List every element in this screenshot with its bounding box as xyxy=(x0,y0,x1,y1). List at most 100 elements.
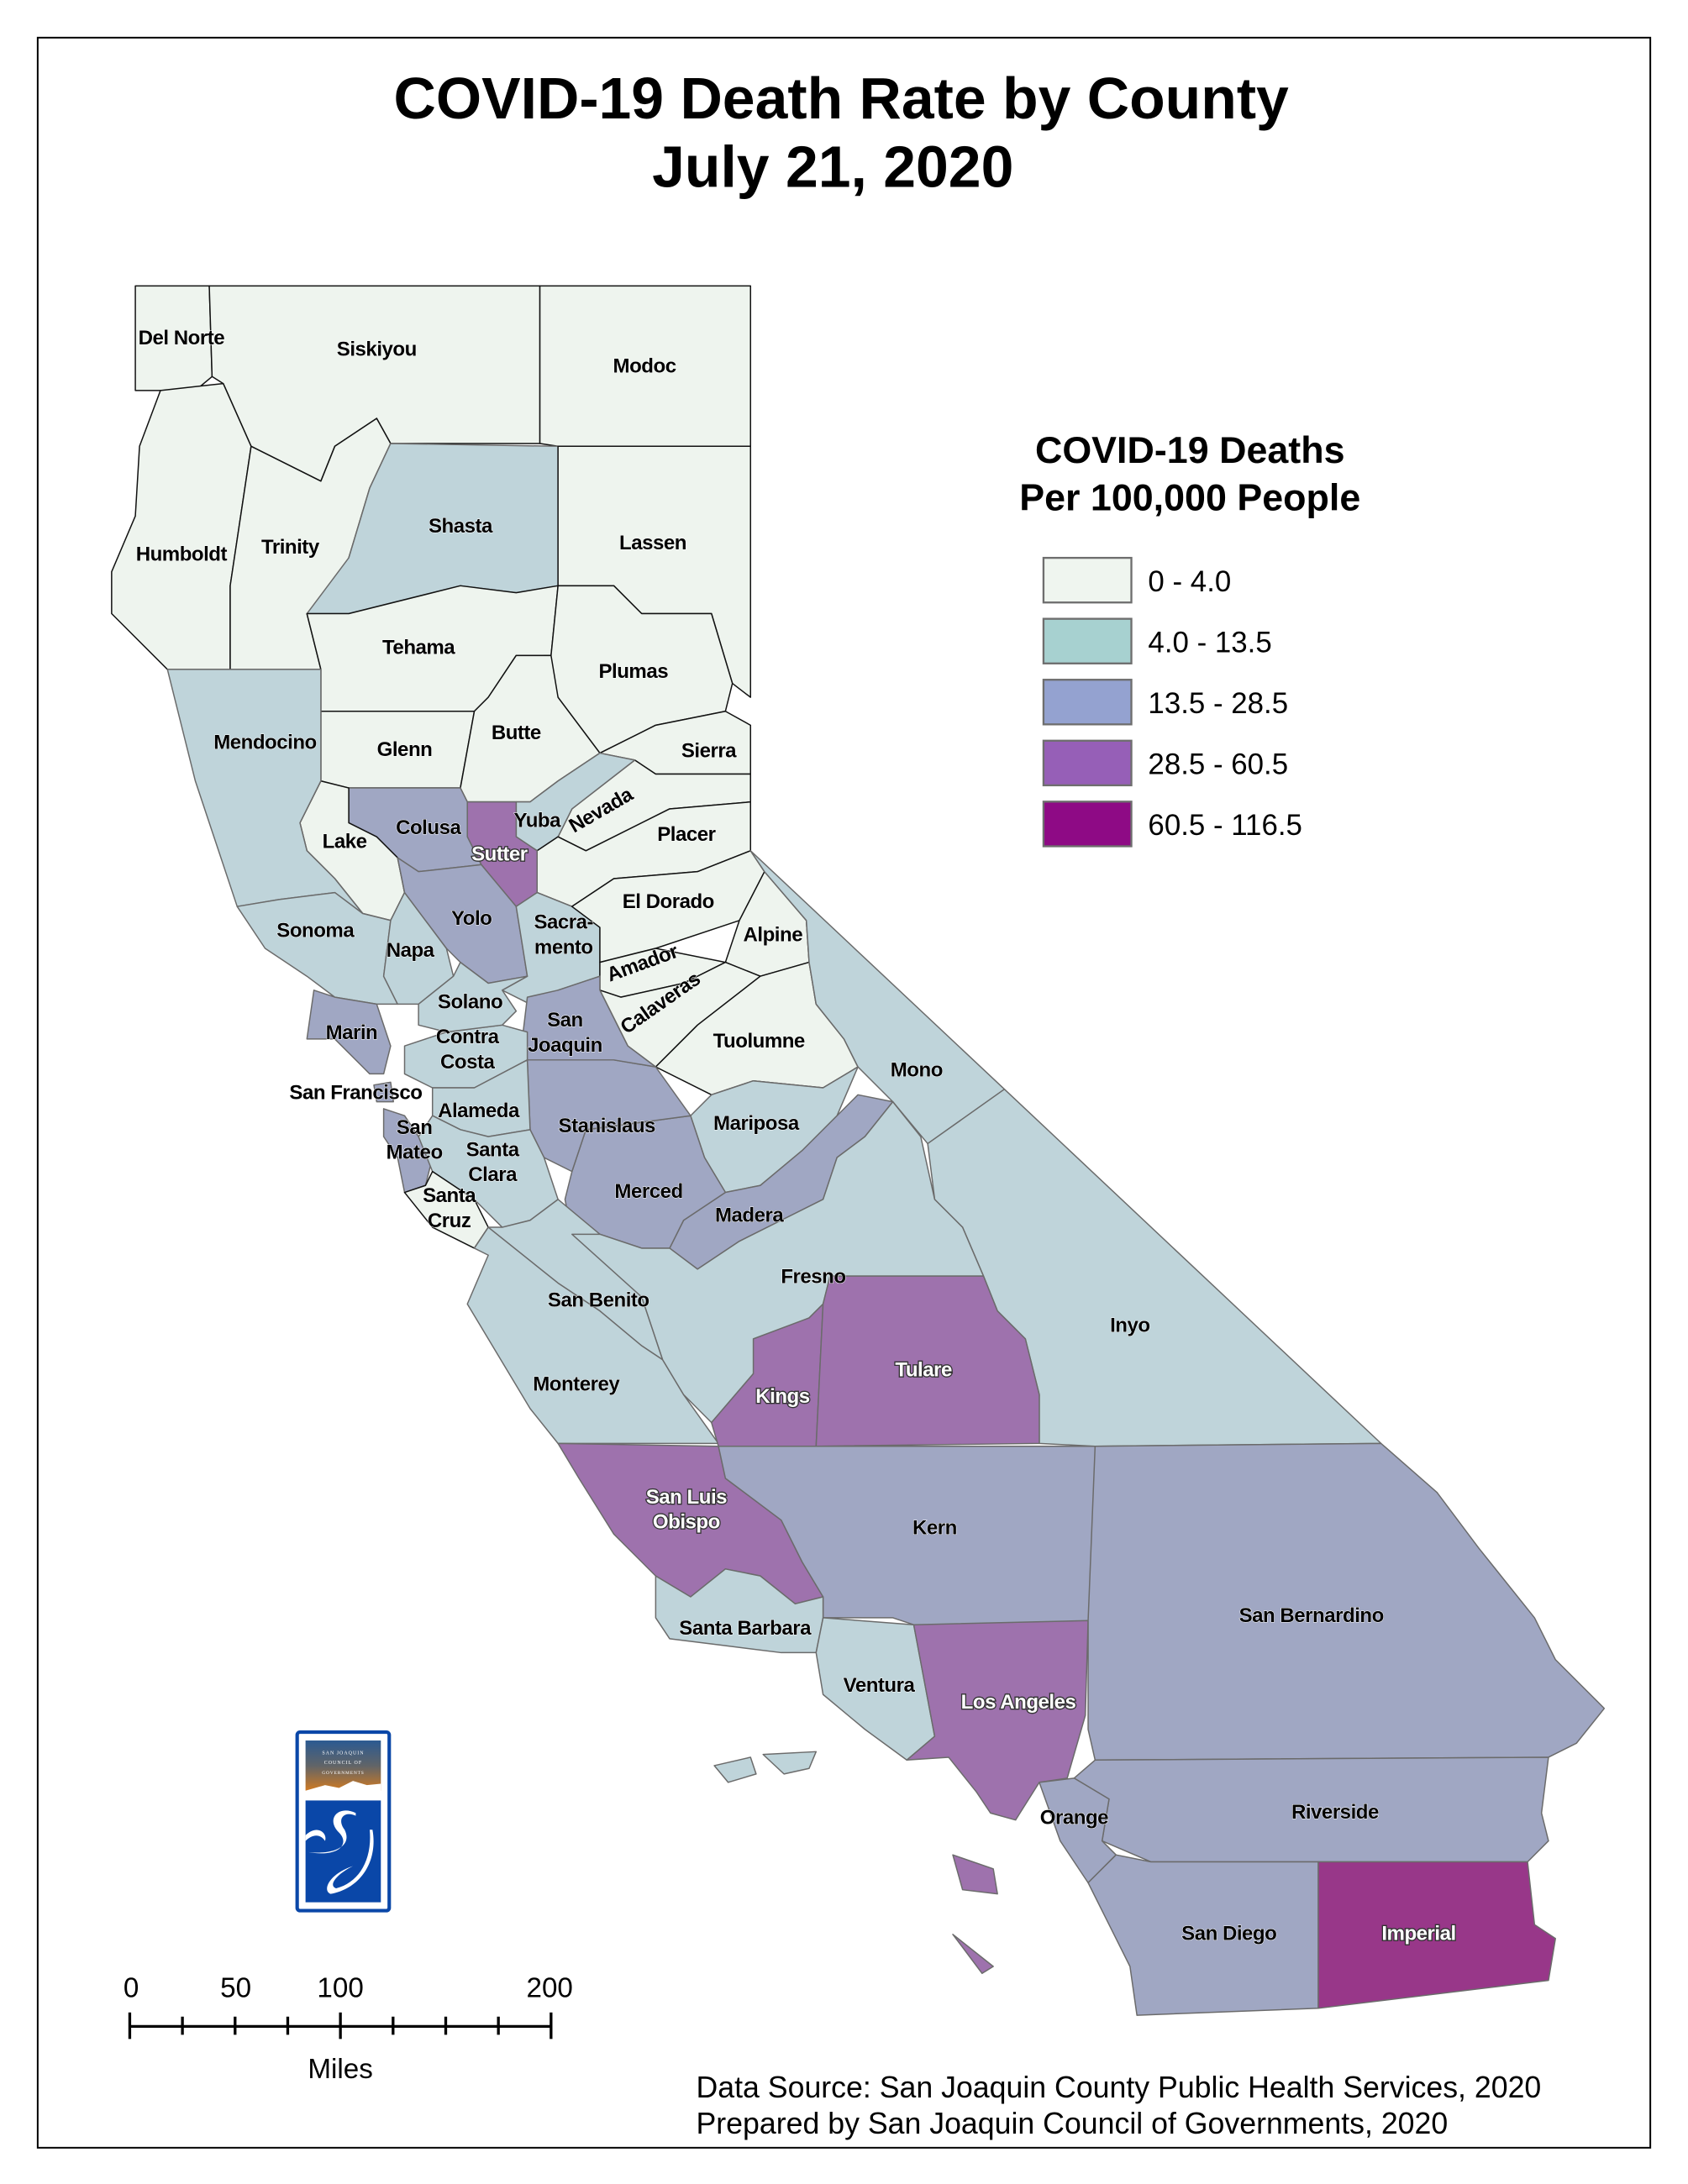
legend-label: 4.0 - 13.5 xyxy=(1148,627,1271,659)
county-mendocino xyxy=(166,669,364,915)
county-label-line: Del Norte xyxy=(139,327,225,349)
legend-swatch xyxy=(1042,679,1133,726)
county-label-fresno: Fresno xyxy=(781,1265,845,1288)
county-label-solano: Solano xyxy=(438,990,502,1013)
county-label-line: El Dorado xyxy=(623,890,714,913)
county-label-monterey: Monterey xyxy=(533,1373,620,1395)
county-label-san-diego: San Diego xyxy=(1181,1922,1276,1945)
county-label-lassen: Lassen xyxy=(619,532,686,554)
county-label-line: Santa Barbara xyxy=(679,1617,812,1640)
county-label-line: Merced xyxy=(614,1180,682,1203)
map-title: COVID-19 Death Rate by County xyxy=(394,66,1290,131)
county-label-line: Tehama xyxy=(382,637,455,659)
county-label-ventura: Ventura xyxy=(844,1674,916,1697)
county-label-contra-costa: Contra Costa xyxy=(436,1026,500,1074)
county-label-san-bernardino: San Bernardino xyxy=(1239,1604,1384,1627)
island-santa-catalina xyxy=(952,1854,998,1895)
county-label-line: Los Angeles xyxy=(961,1691,1076,1714)
county-san-francisco xyxy=(373,1081,394,1103)
county-label-line: San Francisco xyxy=(289,1081,422,1104)
county-label-line: Lake xyxy=(323,830,367,853)
legend: COVID-19 Deaths Per 100,000 People 0 - 4… xyxy=(1019,429,1360,848)
county-label-san-francisco: San Francisco xyxy=(289,1081,422,1104)
county-label-line: Placer xyxy=(657,823,715,846)
county-label-line: Modoc xyxy=(613,354,676,377)
county-label-line: Orange xyxy=(1040,1807,1108,1830)
legend-swatch xyxy=(1042,739,1133,787)
county-label-line: Humboldt xyxy=(136,543,228,565)
county-label-line: Butte xyxy=(492,722,541,744)
county-label-line: Sierra xyxy=(681,740,737,763)
county-label-line: Inyo xyxy=(1110,1315,1149,1337)
scale-label-50: 50 xyxy=(220,1973,251,2004)
county-label-san-benito: San Benito xyxy=(548,1289,649,1312)
county-label-napa: Napa xyxy=(387,939,435,962)
county-label-line: Stanislaus xyxy=(559,1115,655,1137)
county-imperial xyxy=(1317,1861,1556,2009)
county-label-line: Costa xyxy=(440,1051,495,1074)
county-label-plumas: Plumas xyxy=(598,660,668,683)
scale-unit: Miles xyxy=(308,2054,372,2085)
county-label-line: Mariposa xyxy=(713,1112,800,1135)
county-label-line: Napa xyxy=(387,939,435,962)
island-santa-rosa xyxy=(762,1751,818,1775)
county-label-kern: Kern xyxy=(912,1516,957,1539)
county-label-line: Sonoma xyxy=(276,920,355,942)
island-santa-cruz xyxy=(713,1756,757,1783)
county-label-trinity: Trinity xyxy=(261,536,320,559)
scale-bar: 0 50 100 200 Miles xyxy=(124,1973,573,2085)
county-label-line: Riverside xyxy=(1291,1801,1379,1824)
county-label-line: Sacra- xyxy=(534,911,593,934)
county-label-line: Alpine xyxy=(744,924,803,947)
county-label-line: Santa xyxy=(466,1138,520,1161)
county-label-mendocino: Mendocino xyxy=(213,732,317,754)
map-date: July 21, 2020 xyxy=(652,134,1013,199)
county-solano xyxy=(418,961,528,1033)
county-label-line: Trinity xyxy=(261,536,320,559)
county-orange xyxy=(1039,1777,1117,1884)
county-label-san-joaquin: San Joaquin xyxy=(528,1009,602,1057)
legend-title-line1: COVID-19 Deaths xyxy=(1035,429,1345,471)
county-label-stanislaus: Stanislaus xyxy=(559,1115,655,1137)
county-label-marin: Marin xyxy=(326,1021,378,1044)
island-san-clemente xyxy=(952,1934,994,1975)
logo: SAN JOAQUIN COUNCIL OF GOVERNMENTS xyxy=(295,1730,392,1913)
county-label-line: Obispo xyxy=(653,1511,720,1534)
county-label-lake: Lake xyxy=(323,830,367,853)
county-label-line: Kern xyxy=(912,1516,957,1539)
county-label-line: Tuolumne xyxy=(713,1030,805,1053)
county-label-line: Glenn xyxy=(377,738,433,761)
county-label-line: Madera xyxy=(715,1204,784,1226)
county-label-placer: Placer xyxy=(657,823,715,846)
county-label-alpine: Alpine xyxy=(744,924,803,947)
legend-swatch xyxy=(1042,556,1133,604)
county-label-line: Lassen xyxy=(619,532,686,554)
county-label-inyo: Inyo xyxy=(1110,1315,1149,1337)
legend-label: 60.5 - 116.5 xyxy=(1148,809,1301,842)
county-label-line: San Benito xyxy=(548,1289,649,1312)
county-label-alameda: Alameda xyxy=(438,1100,520,1122)
county-label-mono: Mono xyxy=(891,1059,943,1082)
county-label-sonoma: Sonoma xyxy=(276,920,355,942)
county-label-line: Joaquin xyxy=(528,1034,602,1057)
county-label-line: Contra xyxy=(436,1026,500,1048)
legend-title-line2: Per 100,000 People xyxy=(1019,477,1360,519)
county-label-line: Shasta xyxy=(429,515,493,538)
county-marin xyxy=(306,990,392,1075)
county-layer xyxy=(111,285,1606,2016)
county-label-line: Yuba xyxy=(513,810,561,832)
county-label-line: Sutter xyxy=(471,843,528,865)
county-label-orange: Orange xyxy=(1040,1807,1108,1830)
county-monterey xyxy=(466,1226,719,1445)
county-label-butte: Butte xyxy=(492,722,541,744)
county-label-sutter: Sutter xyxy=(471,843,528,865)
county-label-line: Alameda xyxy=(438,1100,520,1122)
county-label-line: mento xyxy=(534,937,593,959)
county-tulare xyxy=(815,1275,1040,1447)
county-label-humboldt: Humboldt xyxy=(136,543,228,565)
county-label-line: Plumas xyxy=(598,660,668,683)
county-label-tehama: Tehama xyxy=(382,637,455,659)
island-layer xyxy=(713,1751,998,1975)
county-label-line: San Bernardino xyxy=(1239,1604,1384,1627)
